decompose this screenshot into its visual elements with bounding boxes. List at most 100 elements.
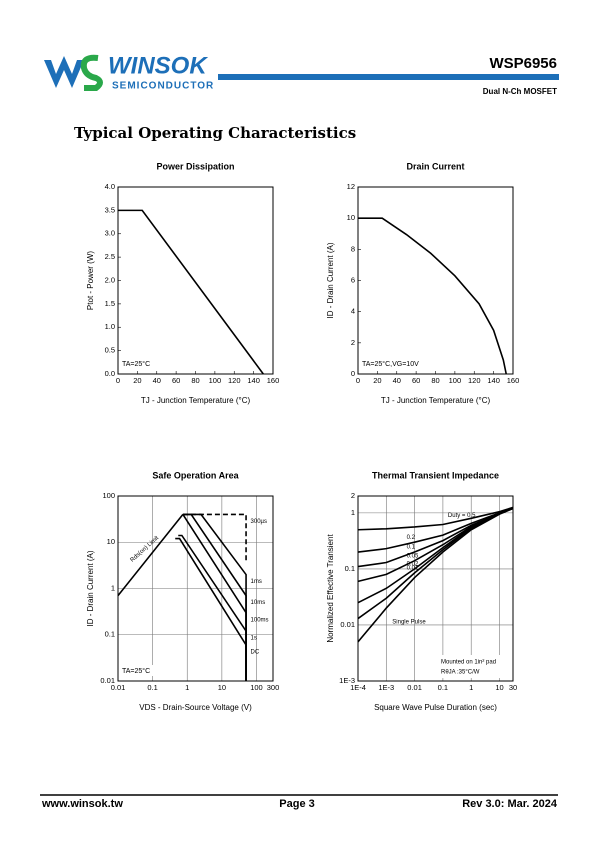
data-line — [117, 513, 184, 597]
x-tick-label: 0.1 — [147, 683, 157, 692]
x-tick-label: 20 — [133, 376, 141, 385]
y-tick-label: 1E-3 — [339, 676, 355, 685]
y-axis-label: ID - Drain Current (A) — [86, 550, 95, 626]
series-label: 0.05 — [407, 553, 419, 559]
section-title: Typical Operating Characteristics — [74, 124, 356, 142]
annotation-box — [120, 665, 156, 676]
y-tick-label: 2 — [351, 491, 355, 500]
x-tick-label: 0.01 — [407, 683, 422, 692]
annotation: TA=25°C,VG=10V — [362, 360, 419, 368]
series-label: 1ms — [251, 579, 262, 585]
x-axis-label: Square Wave Pulse Duration (sec) — [374, 703, 497, 712]
data-line — [357, 506, 514, 531]
x-tick-label: 60 — [172, 376, 180, 385]
annotation: Mounted on 1in² pad — [441, 660, 496, 666]
x-tick-label: 1 — [469, 683, 473, 692]
series-label: 0.01 — [407, 565, 419, 571]
x-axis-label: VDS - Drain-Source Voltage (V) — [139, 703, 252, 712]
series-label: 0.1 — [407, 545, 416, 551]
x-tick-label: 1E-3 — [378, 683, 394, 692]
annotation-box — [437, 655, 511, 678]
data-line — [175, 537, 247, 681]
y-tick-label: 10 — [347, 213, 355, 222]
x-tick-label: 120 — [468, 376, 481, 385]
x-tick-label: 20 — [373, 376, 381, 385]
footer-site: www.winsok.tw — [41, 798, 123, 810]
annotation-box — [360, 358, 424, 369]
x-tick-label: 160 — [507, 376, 520, 385]
x-tick-label: 300 — [267, 683, 280, 692]
x-tick-label: 10 — [218, 683, 226, 692]
y-tick-label: 0.0 — [105, 369, 115, 378]
y-tick-label: 100 — [102, 491, 115, 500]
x-tick-label: 100 — [449, 376, 462, 385]
chart-title: Safe Operation Area — [152, 470, 239, 480]
series-label: 1s — [251, 636, 257, 642]
x-tick-label: 1E-4 — [350, 683, 366, 692]
y-tick-label: 1 — [351, 508, 355, 517]
x-tick-label: 100 — [250, 683, 263, 692]
x-tick-label: 10 — [495, 683, 503, 692]
y-tick-label: 2.5 — [105, 252, 115, 261]
y-tick-label: 3.5 — [105, 205, 115, 214]
part-description: Dual N-Ch MOSFET — [483, 87, 557, 96]
series-label: 300µs — [251, 519, 267, 525]
plot-frame — [357, 186, 514, 375]
y-tick-label: 1.5 — [105, 299, 115, 308]
y-tick-label: 1.0 — [105, 322, 115, 331]
logo-text: WINSOK — [108, 52, 208, 79]
footer-revision: Rev 3.0: Mar. 2024 — [462, 798, 558, 810]
series-label: Duty = 0.5 — [448, 513, 476, 519]
footer-page: Page 3 — [279, 798, 314, 810]
data-line — [182, 513, 247, 681]
chart-title: Drain Current — [406, 161, 464, 171]
x-tick-label: 80 — [191, 376, 199, 385]
y-tick-label: 1 — [111, 583, 115, 592]
y-tick-label: 0.1 — [345, 564, 355, 573]
x-tick-label: 140 — [487, 376, 500, 385]
x-tick-label: 160 — [267, 376, 280, 385]
data-line — [118, 209, 264, 375]
x-tick-label: 0 — [116, 376, 120, 385]
y-tick-label: 0 — [351, 369, 355, 378]
x-tick-label: 40 — [393, 376, 401, 385]
series-label: DC — [251, 650, 260, 656]
y-tick-label: 2 — [351, 338, 355, 347]
y-tick-label: 0.5 — [105, 346, 115, 355]
chart-title: Thermal Transient Impedance — [372, 470, 499, 480]
x-tick-label: 0 — [356, 376, 360, 385]
y-tick-label: 4.0 — [105, 182, 115, 191]
x-tick-label: 100 — [209, 376, 222, 385]
annotation: RθJA :35°C/W — [441, 670, 480, 676]
x-tick-label: 80 — [431, 376, 439, 385]
logo-subtext: SEMICONDUCTOR — [112, 81, 214, 92]
annotation: TA=25°C — [122, 360, 150, 368]
x-tick-label: 0.1 — [438, 683, 448, 692]
plot-frame — [357, 495, 514, 682]
y-tick-label: 12 — [347, 182, 355, 191]
y-tick-label: 3.0 — [105, 229, 115, 238]
data-line — [178, 534, 247, 681]
chart-title: Power Dissipation — [156, 161, 234, 171]
y-tick-label: 0.1 — [105, 630, 115, 639]
plot-frame — [117, 186, 274, 375]
y-tick-label: 2.0 — [105, 275, 115, 284]
data-line — [358, 217, 508, 375]
y-tick-label: 6 — [351, 275, 355, 284]
x-tick-label: 1 — [185, 683, 189, 692]
x-tick-label: 0.01 — [111, 683, 126, 692]
y-tick-label: 0.01 — [100, 676, 115, 685]
series-label: 100ms — [251, 617, 269, 623]
annotation-box — [120, 358, 156, 369]
series-label: 0.2 — [407, 535, 416, 541]
y-tick-label: 10 — [107, 537, 115, 546]
series-label: 0.02 — [407, 561, 419, 567]
y-axis-label: Ptot - Power (W) — [86, 251, 95, 310]
x-tick-label: 140 — [247, 376, 260, 385]
data-line — [357, 507, 514, 643]
x-tick-label: 30 — [509, 683, 517, 692]
x-tick-label: 60 — [412, 376, 420, 385]
data-line — [182, 513, 247, 561]
